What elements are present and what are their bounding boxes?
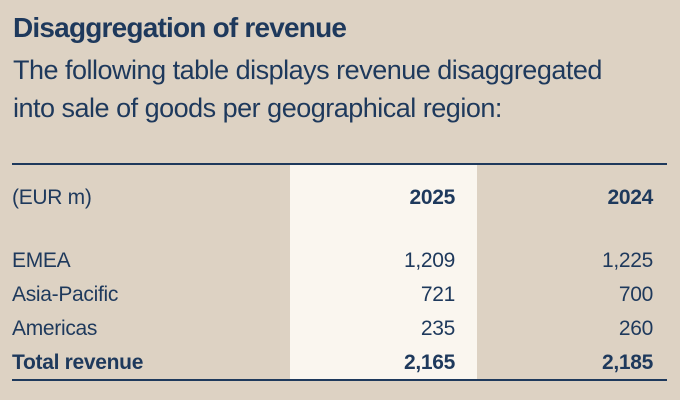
table-header-row: (EUR m) 2025 2024 — [12, 164, 667, 244]
value-2025: 235 — [290, 312, 477, 346]
page-title: Disaggregation of revenue — [13, 12, 347, 43]
value-2024: 1,225 — [601, 249, 653, 272]
value-2024: 260 — [618, 317, 653, 340]
intro-text: The following table displays revenue dis… — [13, 51, 602, 127]
value-2024: 700 — [618, 283, 653, 306]
table-row-asia-pacific: Asia-Pacific 721 700 — [12, 278, 667, 312]
total-value-2024: 2,185 — [601, 350, 653, 374]
row-label: Asia-Pacific — [12, 283, 119, 306]
unit-label: (EUR m) — [12, 186, 92, 209]
column-header-2024: 2024 — [607, 186, 653, 209]
table-row-americas: Americas 235 260 — [12, 312, 667, 346]
intro-line-1: The following table displays revenue dis… — [13, 55, 602, 85]
revenue-table: (EUR m) 2025 2024 EMEA 1,209 1,225 Asia-… — [12, 163, 667, 381]
total-value-2025: 2,165 — [290, 346, 477, 380]
table-row-emea: EMEA 1,209 1,225 — [12, 244, 667, 278]
total-label: Total revenue — [12, 350, 144, 374]
value-2025: 721 — [290, 278, 477, 312]
value-2025: 1,209 — [290, 244, 477, 278]
row-label: EMEA — [12, 249, 71, 272]
column-header-2025: 2025 — [290, 164, 477, 244]
intro-line-2: into sale of goods per geographical regi… — [13, 93, 502, 123]
row-label: Americas — [12, 317, 98, 340]
table-row-total: Total revenue 2,165 2,185 — [12, 346, 667, 380]
